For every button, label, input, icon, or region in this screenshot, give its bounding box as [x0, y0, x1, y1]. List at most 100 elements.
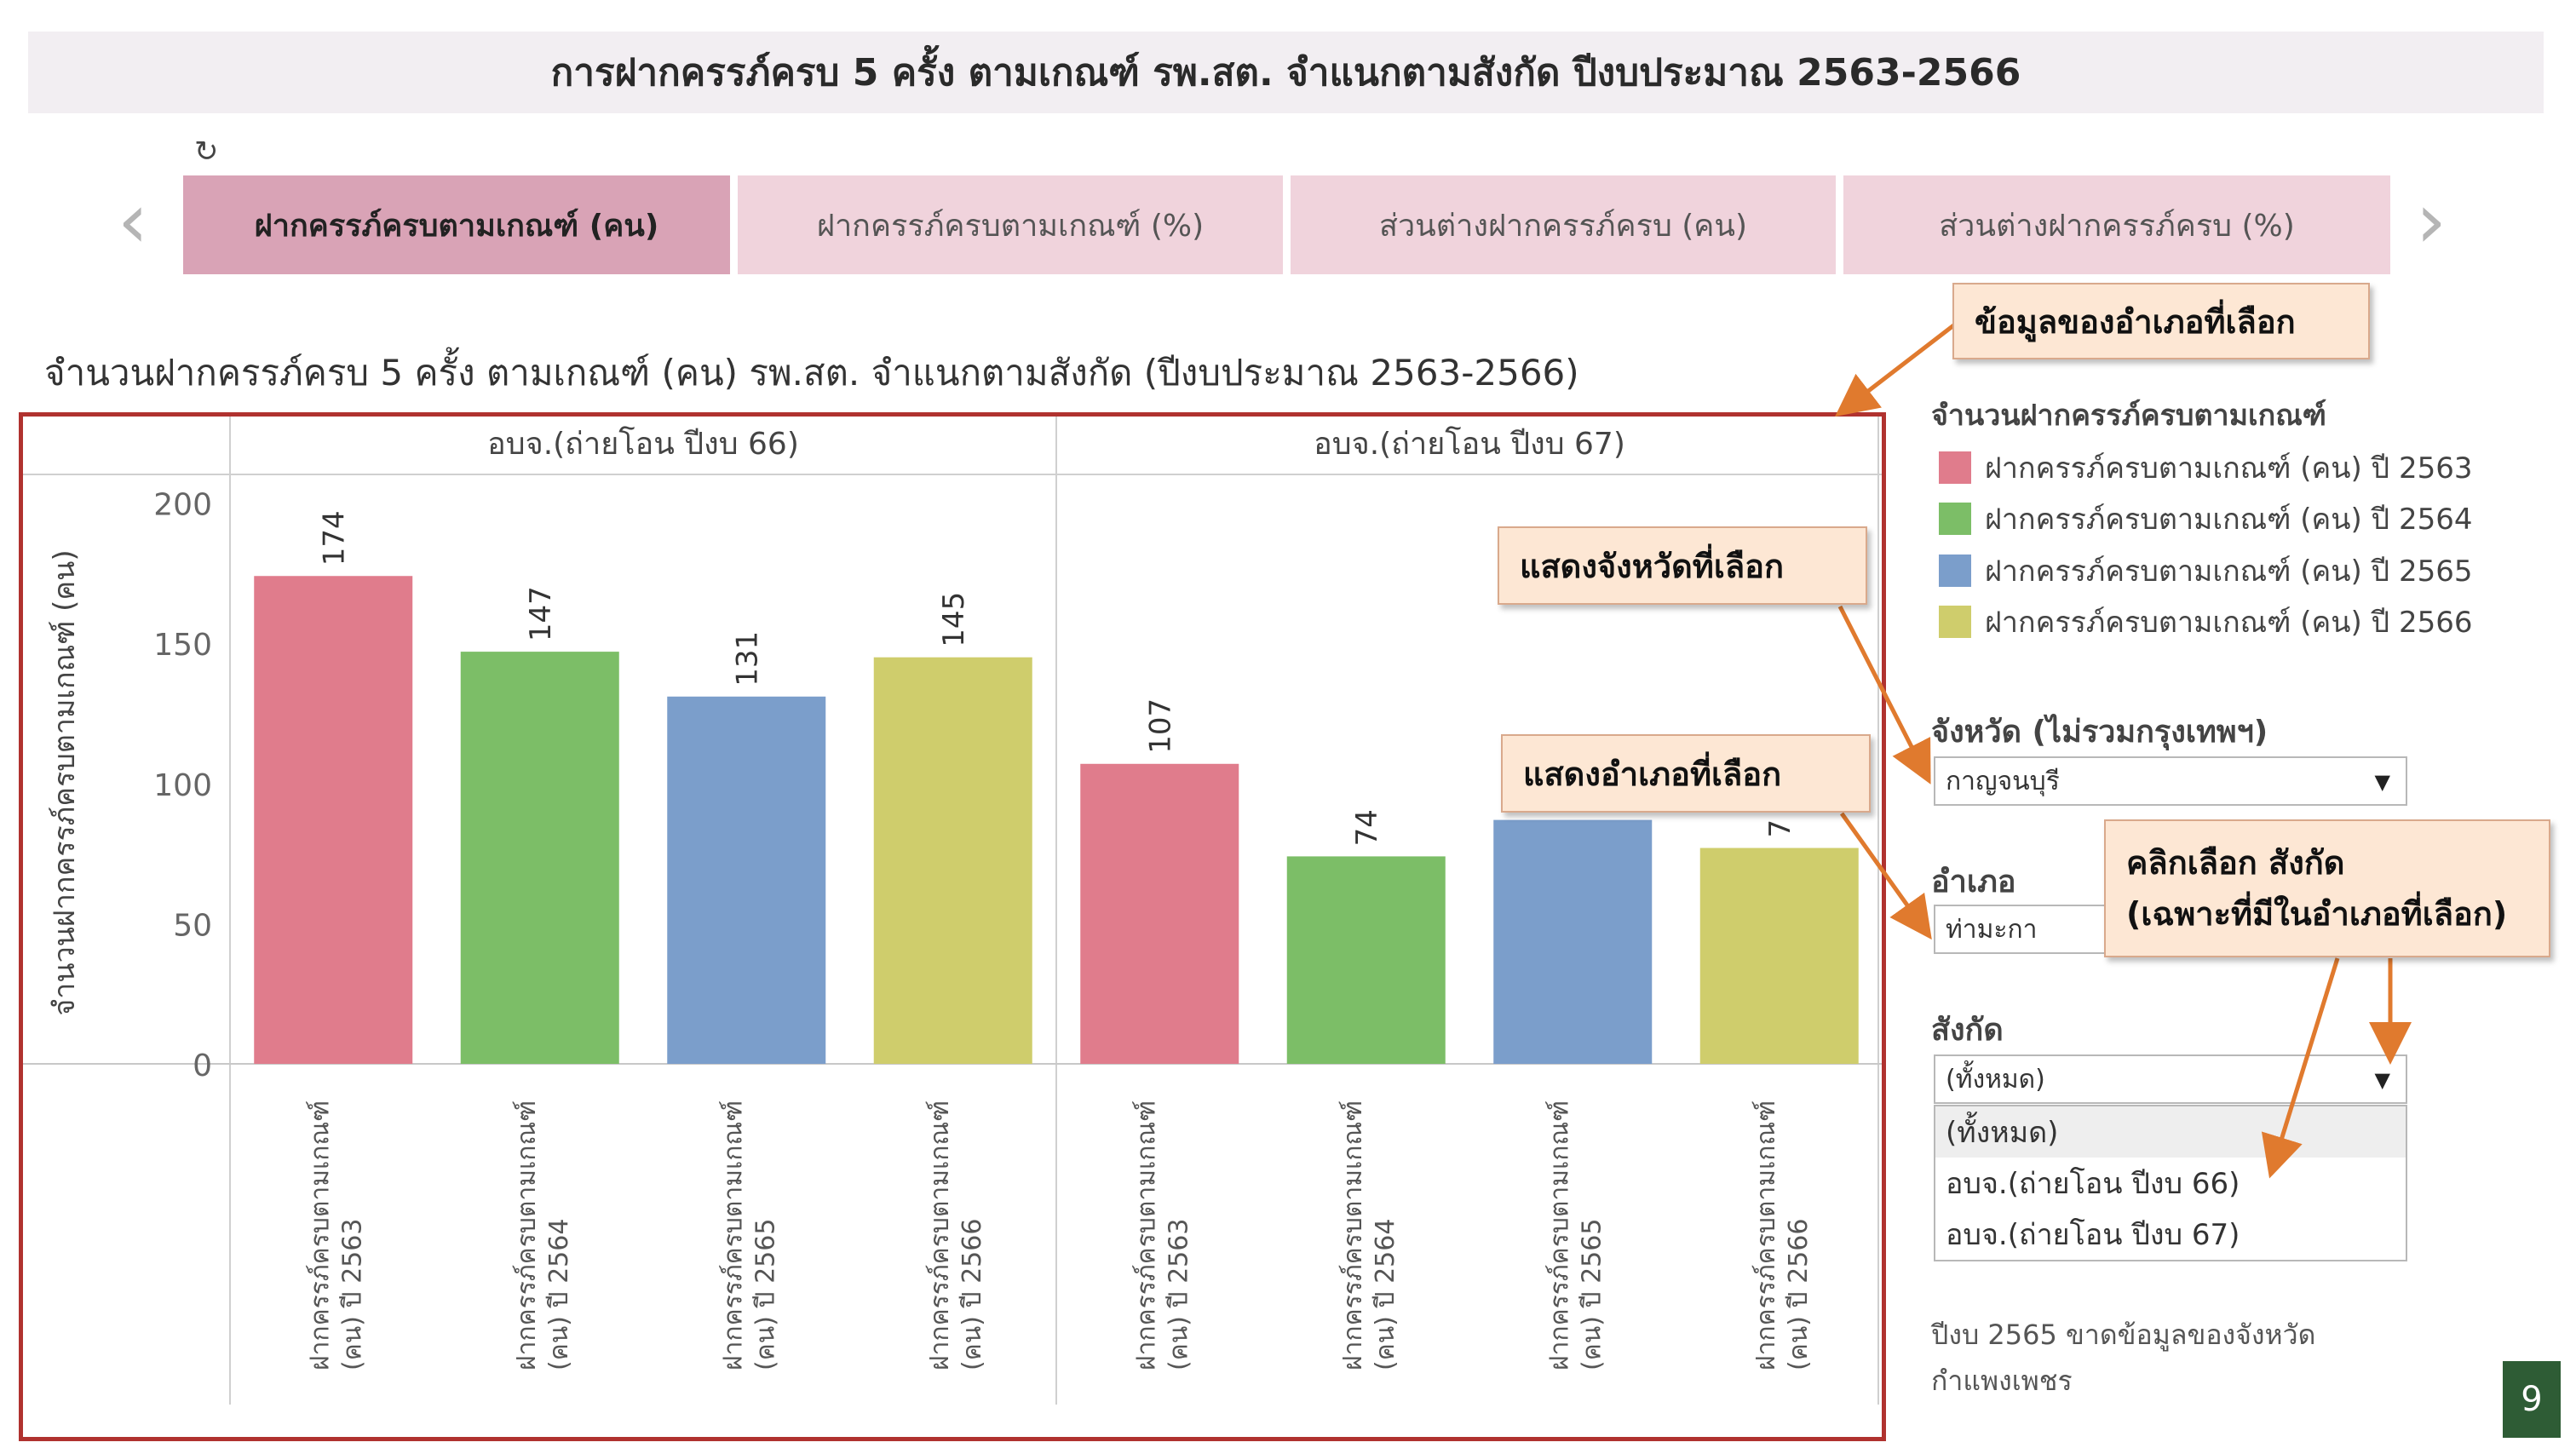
- legend-swatch: [1939, 554, 1971, 587]
- page-number: 9: [2503, 1361, 2561, 1438]
- bar-value-label: 107: [1143, 698, 1177, 754]
- legend-label: ฝากครรภ์ครบตามเกณฑ์ (คน) ปี 2565: [1985, 554, 2473, 589]
- province-select-value: กาญจนบุรี: [1946, 766, 2060, 796]
- district-select-value: ท่ามะกา: [1946, 914, 2038, 945]
- x-tick-label: (คน) ปี 2564: [1371, 1219, 1400, 1370]
- affiliation-dropdown-list: (ทั้งหมด) อบจ.(ถ่ายโอน ปีงบ 66) อบจ.(ถ่า…: [1934, 1105, 2407, 1261]
- bar-value-label: 131: [730, 631, 764, 687]
- arrow-district: [1839, 812, 1932, 940]
- footnote-line: กำแพงเพชร: [1931, 1365, 2073, 1397]
- legend-item[interactable]: ฝากครรภ์ครบตามเกณฑ์ (คน) ปี 2563: [1939, 449, 2472, 486]
- callout-text: คลิกเลือก สังกัด: [2126, 844, 2345, 882]
- bar-chart: 0 50 100 150 200 จำนวนฝากครรภ์ครบตามเกณฑ์ (คน…: [23, 417, 1882, 1405]
- x-tick-label: (คน) ปี 2563: [1164, 1219, 1193, 1370]
- dropdown-option[interactable]: อบจ.(ถ่ายโอน ปีงบ 66): [1946, 1167, 2240, 1201]
- tab-label: ฝากครรภ์ครบตามเกณฑ์ (%): [816, 208, 1205, 244]
- callout-show-province: แสดงจังหวัดที่เลือก: [1498, 526, 1867, 605]
- tab-diff-count[interactable]: ส่วนต่างฝากครรภ์ครบ (คน): [1291, 175, 1836, 274]
- bar-value-label: 147: [524, 586, 558, 641]
- bar: [1699, 848, 1859, 1064]
- x-tick-label: ฝากครรภ์ครบตามเกณฑ์: [925, 1100, 955, 1370]
- legend-item[interactable]: ฝากครรภ์ครบตามเกณฑ์ (คน) ปี 2564: [1939, 500, 2472, 537]
- arrow-province: [1837, 605, 1931, 784]
- legend-label: ฝากครรภ์ครบตามเกณฑ์ (คน) ปี 2566: [1985, 606, 2473, 640]
- legend-item[interactable]: ฝากครรภ์ครบตามเกณฑ์ (คน) ปี 2566: [1939, 603, 2472, 641]
- bar-value-label: 174: [317, 510, 351, 566]
- tab-label: ฝากครรภ์ครบตามเกณฑ์ (คน): [254, 208, 659, 244]
- affiliation-filter-label: สังกัด: [1931, 1013, 2004, 1048]
- y-tick-label: 200: [153, 488, 212, 523]
- title-bar: การฝากครรภ์ครบ 5 ครั้ง ตามเกณฑ์ รพ.สต. จ…: [28, 32, 2544, 113]
- legend-label: ฝากครรภ์ครบตามเกณฑ์ (คน) ปี 2563: [1985, 451, 2473, 486]
- dropdown-option[interactable]: (ทั้งหมด): [1935, 1106, 2406, 1158]
- x-tick-label: ฝากครรภ์ครบตามเกณฑ์: [305, 1100, 335, 1370]
- x-tick-label: (คน) ปี 2563: [337, 1219, 367, 1370]
- x-tick-label: ฝากครรภ์ครบตามเกณฑ์: [718, 1100, 748, 1370]
- footnote: ปีงบ 2565 ขาดข้อมูลของจังหวัด กำแพงเพชร: [1931, 1312, 2315, 1404]
- legend-item[interactable]: ฝากครรภ์ครบตามเกณฑ์ (คน) ปี 2565: [1939, 552, 2472, 589]
- province-select[interactable]: กาญจนบุรี ▼: [1934, 756, 2407, 806]
- panel-header: อบจ.(ถ่ายโอน ปีงบ 67): [1314, 426, 1625, 462]
- bar: [460, 652, 619, 1064]
- legend-swatch: [1939, 503, 1971, 535]
- callout-show-district: แสดงอำเภอที่เลือก: [1501, 734, 1871, 813]
- callout-text: แสดงอำเภอที่เลือก: [1523, 755, 1782, 793]
- callout-district-data: ข้อมูลของอำเภอที่เลือก: [1952, 283, 2370, 359]
- x-tick-label: ฝากครรภ์ครบตามเกณฑ์: [512, 1100, 542, 1370]
- arrow-district-data: [1835, 322, 1958, 417]
- x-tick-label: ฝากครรภ์ครบตามเกณฑ์: [1751, 1100, 1781, 1370]
- chart-heading: จำนวนฝากครรภ์ครบ 5 ครั้ง ตามเกณฑ์ (คน) ร…: [44, 352, 1579, 394]
- tab-label: ส่วนต่างฝากครรภ์ครบ (คน): [1378, 208, 1748, 244]
- chevron-down-icon: ▼: [2374, 770, 2390, 794]
- x-tick-label: (คน) ปี 2565: [1577, 1219, 1607, 1370]
- x-tick-label: (คน) ปี 2564: [544, 1219, 574, 1370]
- x-tick-label: (คน) ปี 2566: [957, 1219, 987, 1370]
- bar: [873, 657, 1032, 1064]
- x-tick-label: ฝากครรภ์ครบตามเกณฑ์: [1544, 1100, 1574, 1370]
- footnote-line: ปีงบ 2565 ขาดข้อมูลของจังหวัด: [1931, 1319, 2316, 1351]
- district-filter-label: อำเภอ: [1931, 865, 2016, 899]
- legend-title: จำนวนฝากครรภ์ครบตามเกณฑ์: [1931, 399, 2327, 433]
- x-tick-label: ฝากครรภ์ครบตามเกณฑ์: [1131, 1100, 1161, 1370]
- y-axis-label: จำนวนฝากครรภ์ครบตามเกณฑ์ (คน): [48, 549, 82, 1015]
- callout-click-affiliation: คลิกเลือก สังกัด (เฉพาะที่มีในอำเภอที่เล…: [2104, 819, 2550, 957]
- bar: [667, 696, 826, 1064]
- panel-header: อบจ.(ถ่ายโอน ปีงบ 66): [487, 426, 799, 462]
- tab-label: ส่วนต่างฝากครรภ์ครบ (%): [1939, 208, 2295, 244]
- tab-percent[interactable]: ฝากครรภ์ครบตามเกณฑ์ (%): [738, 175, 1283, 274]
- bar: [1080, 763, 1239, 1064]
- tab-count[interactable]: ฝากครรภ์ครบตามเกณฑ์ (คน): [183, 175, 730, 274]
- next-arrow-icon[interactable]: ›: [2416, 176, 2447, 266]
- bar: [1493, 819, 1653, 1064]
- page-title: การฝากครรภ์ครบ 5 ครั้ง ตามเกณฑ์ รพ.สต. จ…: [550, 51, 2021, 95]
- y-tick-label: 50: [173, 908, 212, 943]
- arrow-affiliation-option: [2261, 957, 2340, 1179]
- bar: [254, 576, 413, 1064]
- y-tick-label: 150: [153, 628, 212, 663]
- tab-diff-percent[interactable]: ส่วนต่างฝากครรภ์ครบ (%): [1843, 175, 2390, 274]
- legend-label: ฝากครรภ์ครบตามเกณฑ์ (คน) ปี 2564: [1985, 503, 2473, 537]
- chart-frame: 0 50 100 150 200 จำนวนฝากครรภ์ครบตามเกณฑ์ (คน…: [19, 412, 1886, 1441]
- callout-text: ข้อมูลของอำเภอที่เลือก: [1975, 302, 2296, 341]
- y-tick-label: 100: [153, 768, 212, 803]
- legend-swatch: [1939, 451, 1971, 484]
- affiliation-select-value: (ทั้งหมด): [1946, 1064, 2045, 1095]
- bar-value-label: 7: [1763, 819, 1797, 838]
- bar-value-label: 74: [1350, 809, 1384, 846]
- prev-arrow-icon[interactable]: ‹: [118, 176, 148, 266]
- bar: [1286, 856, 1446, 1064]
- province-filter-label: จังหวัด (ไม่รวมกรุงเทพฯ): [1931, 715, 2268, 750]
- callout-text: (เฉพาะที่มีในอำเภอที่เลือก): [2126, 895, 2508, 933]
- refresh-icon[interactable]: ↻: [194, 135, 219, 169]
- y-tick-label: 0: [193, 1049, 212, 1083]
- dropdown-option[interactable]: อบจ.(ถ่ายโอน ปีงบ 67): [1946, 1218, 2240, 1252]
- x-tick-label: (คน) ปี 2565: [750, 1219, 780, 1370]
- x-tick-label: (คน) ปี 2566: [1784, 1219, 1814, 1370]
- bar-value-label: 145: [937, 592, 971, 647]
- callout-text: แสดงจังหวัดที่เลือก: [1520, 547, 1784, 585]
- affiliation-select[interactable]: (ทั้งหมด) ▼: [1934, 1054, 2407, 1104]
- chevron-down-icon: ▼: [2374, 1068, 2390, 1092]
- legend-swatch: [1939, 606, 1971, 638]
- x-tick-label: ฝากครรภ์ครบตามเกณฑ์: [1338, 1100, 1368, 1370]
